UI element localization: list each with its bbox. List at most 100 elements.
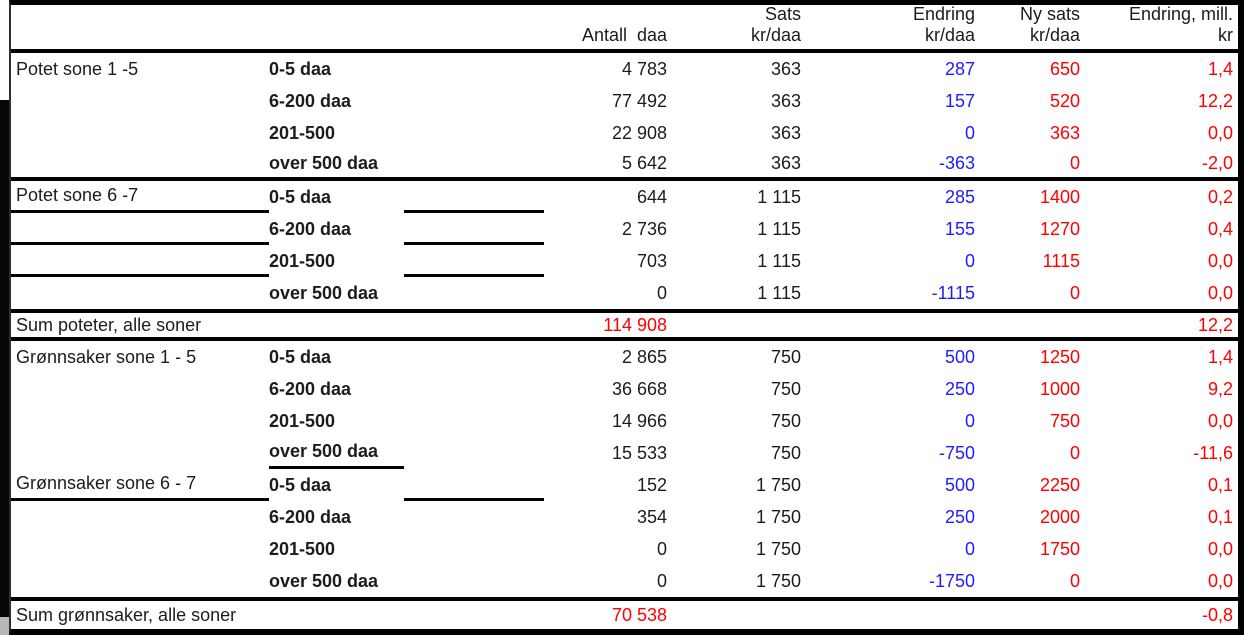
cell-spacer <box>404 533 544 565</box>
cell-size-label: 201-500 <box>269 250 336 271</box>
table-row: Potet sone 1 -5 0-5 daa 4 783 363 287 650 1,4 <box>11 53 1238 85</box>
sum-row: Sum grønnsaker, alle soner 70 538 -0,8 <box>11 597 1238 629</box>
table-row: 6-200 daa 36 668 750 250 1000 9,2 <box>11 373 1238 405</box>
cell-size-label: over 500 daa <box>269 282 379 303</box>
cell-antall-daa: 5 642 <box>621 152 667 173</box>
header-antall-line2: Antall daa <box>581 25 667 45</box>
col-header-size <box>269 5 404 49</box>
cell-group-label: Grønnsaker sone 6 - 7 <box>11 469 269 501</box>
cell-endring-mill: 0,1 <box>1207 474 1233 495</box>
cell-size-label: 0-5 daa <box>269 186 332 207</box>
col-header-ny-sats: Ny sats kr/daa <box>981 4 1086 49</box>
cell-endring: 0 <box>964 122 975 143</box>
cell-group-label <box>11 373 269 405</box>
cell-spacer <box>404 213 544 245</box>
cell-size-label: 0-5 daa <box>269 346 332 367</box>
cell-endring-mill: -2,0 <box>1201 152 1233 173</box>
cell-ny-sats: 1750 <box>1039 538 1080 559</box>
cell-sats: 1 750 <box>755 506 801 527</box>
cell-endring: -363 <box>938 152 975 173</box>
cell-group-label <box>11 533 269 565</box>
cell-endring-mill: 0,0 <box>1207 410 1233 431</box>
cell-endring-mill: 1,4 <box>1207 58 1233 79</box>
cell-ny-sats: 0 <box>1069 570 1080 591</box>
cell-spacer <box>404 565 544 597</box>
cell-size-label: over 500 daa <box>269 570 379 591</box>
cell-sats: 1 115 <box>757 250 801 271</box>
cell-spacer <box>404 85 544 117</box>
cell-antall-daa: 0 <box>656 282 667 303</box>
cell-endring: 285 <box>944 186 975 207</box>
cell-spacer <box>404 341 544 373</box>
cell-ny-sats: 520 <box>1049 90 1080 111</box>
sum-label: Sum grønnsaker, alle soner <box>16 604 237 625</box>
cell-endring-mill: 12,2 <box>1197 90 1233 111</box>
cell-endring: 250 <box>944 378 975 399</box>
cell-ny-sats: 750 <box>1049 410 1080 431</box>
cell-antall-daa: 703 <box>636 250 667 271</box>
cell-sats: 363 <box>770 58 801 79</box>
cell-ny-sats: 650 <box>1049 58 1080 79</box>
cell-spacer <box>404 469 544 501</box>
cell-spacer <box>404 277 544 309</box>
cell-ny-sats: 1270 <box>1039 218 1080 239</box>
cell-endring: 155 <box>944 218 975 239</box>
cell-ny-sats <box>981 601 1086 629</box>
col-header-spacer <box>404 5 544 49</box>
cell-size-label: 6-200 daa <box>269 378 352 399</box>
cell-sats: 750 <box>770 442 801 463</box>
cell-group-label <box>11 85 269 117</box>
table-row: Grønnsaker sone 6 - 7 0-5 daa 152 1 750 500 2… <box>11 469 1238 501</box>
sum-endring-mill-value: -0,8 <box>1201 604 1233 625</box>
cell-sats: 363 <box>770 90 801 111</box>
sum-antall-daa-value: 70 538 <box>611 604 667 625</box>
cell-ny-sats: 0 <box>1069 282 1080 303</box>
cell-endring <box>807 601 981 629</box>
cell-antall-daa: 36 668 <box>611 378 667 399</box>
cell-size-label: over 500 daa <box>269 437 404 469</box>
cell-sats: 363 <box>770 122 801 143</box>
cell-sats: 1 115 <box>757 282 801 303</box>
cell-size-label: 0-5 daa <box>269 58 332 79</box>
cell-spacer <box>404 437 544 469</box>
table-row: 201-500 14 966 750 0 750 0,0 <box>11 405 1238 437</box>
header-endring-mill-line2: kr <box>1218 25 1233 45</box>
table-row: over 500 daa 15 533 750 -750 0 -11,6 <box>11 437 1238 469</box>
cell-spacer <box>404 501 544 533</box>
cell-endring: 500 <box>944 474 975 495</box>
cell-group-label: Potet sone 1 -5 <box>16 58 139 79</box>
cell-ny-sats: 363 <box>1049 122 1080 143</box>
header-sats-line1: Sats <box>764 4 801 24</box>
page-edge-right <box>1238 0 1244 635</box>
cell-antall-daa: 0 <box>656 538 667 559</box>
col-header-sats: Sats kr/daa <box>673 4 807 49</box>
cell-size-label: 201-500 <box>269 410 336 431</box>
page-edge-left <box>0 0 9 635</box>
table-row: 6-200 daa 2 736 1 115 155 1270 0,4 <box>11 213 1238 245</box>
rates-table: Antall daa Sats kr/daa Endring kr/daa Ny… <box>9 0 1238 635</box>
sum-endring-mill-value: 12,2 <box>1197 314 1233 335</box>
cell-endring: 157 <box>944 90 975 111</box>
cell-group-label: Grønnsaker sone 1 - 5 <box>16 346 197 367</box>
cell-sats: 750 <box>770 346 801 367</box>
header-ny-sats-line2: kr/daa <box>1029 25 1080 45</box>
header-row: Antall daa Sats kr/daa Endring kr/daa Ny… <box>11 4 1238 53</box>
cell-endring: 250 <box>944 506 975 527</box>
cell-endring-mill: 0,2 <box>1207 186 1233 207</box>
cell-size-label: 6-200 daa <box>269 506 352 527</box>
cell-spacer <box>404 149 544 177</box>
cell-endring-mill: 0,4 <box>1207 218 1233 239</box>
cell-size-label: 201-500 <box>269 538 336 559</box>
cell-antall-daa: 4 783 <box>621 58 667 79</box>
table-row: Potet sone 6 -7 0-5 daa 644 1 115 285 1400 0,2 <box>11 181 1238 213</box>
cell-group-label <box>11 213 269 245</box>
cell-group-label <box>11 405 269 437</box>
cell-sats: 1 115 <box>757 186 801 207</box>
cell-group-label: Potet sone 6 -7 <box>11 181 269 213</box>
cell-spacer <box>404 373 544 405</box>
cell-antall-daa: 2 865 <box>621 346 667 367</box>
cell-group-label <box>11 117 269 149</box>
cell-ny-sats: 1400 <box>1039 186 1080 207</box>
cell-group-label <box>11 437 269 469</box>
cell-ny-sats: 1250 <box>1039 346 1080 367</box>
